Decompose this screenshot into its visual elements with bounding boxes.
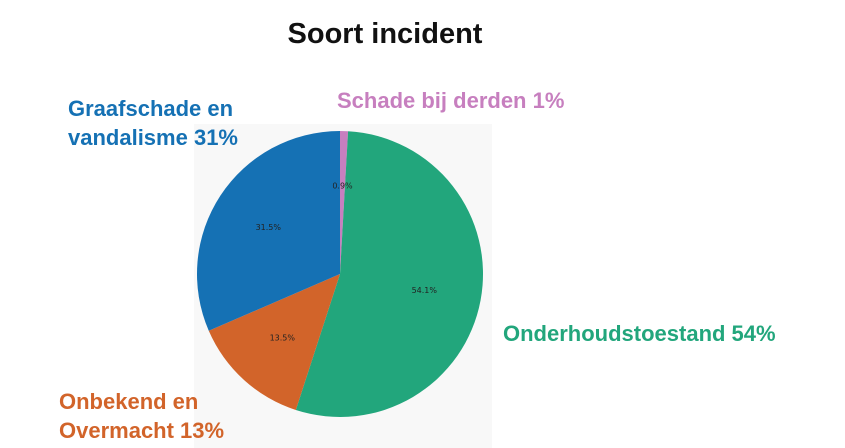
pie-slice [295, 131, 484, 418]
callout-onbekend-en-overmacht: Onbekend en Overmacht 13% [59, 387, 224, 445]
chart-title: Soort incident [287, 18, 483, 50]
callout-line: Onderhoudstoestand 54% [503, 321, 776, 346]
pie-slice [340, 131, 349, 274]
slice-percent-label: 31.5% [256, 223, 282, 232]
slice-percent-label: 54.1% [412, 286, 438, 295]
callout-line: Schade bij derden 1% [337, 88, 565, 113]
callout-onderhoudstoestand: Onderhoudstoestand 54% [503, 319, 776, 348]
slice-percent-label: 13.5% [270, 334, 296, 343]
slice-percent-label: 0.9% [332, 181, 353, 190]
callout-line: vandalisme 31% [68, 125, 238, 150]
callout-line: Onbekend en [59, 389, 199, 414]
callout-graafschade-en-vandalisme: Graafschade en vandalisme 31% [68, 94, 238, 152]
pie-slice [196, 131, 340, 331]
callout-line: Overmacht 13% [59, 418, 225, 443]
pie-slice [208, 274, 340, 410]
callout-line: Graafschade en [68, 96, 234, 121]
callout-schade-bij-derden: Schade bij derden 1% [337, 86, 564, 115]
